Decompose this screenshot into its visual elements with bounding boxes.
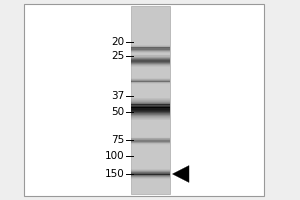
Bar — [130, 119, 170, 120]
Bar — [130, 111, 170, 112]
Bar — [130, 109, 170, 110]
Bar — [130, 56, 170, 57]
Text: 150: 150 — [105, 169, 124, 179]
Text: 100: 100 — [105, 151, 124, 161]
Bar — [130, 106, 170, 107]
Bar — [130, 115, 170, 116]
Bar — [130, 117, 170, 118]
Bar — [130, 112, 170, 113]
Bar — [130, 63, 170, 64]
Bar — [130, 104, 170, 105]
Bar — [130, 116, 170, 117]
Bar — [130, 62, 170, 63]
Bar — [130, 110, 170, 111]
Text: 75: 75 — [111, 135, 124, 145]
Bar — [130, 61, 170, 62]
Bar — [130, 99, 170, 100]
Text: 50: 50 — [111, 107, 124, 117]
Bar — [130, 107, 170, 108]
Bar — [130, 114, 170, 115]
Bar — [130, 66, 170, 67]
Bar — [130, 100, 170, 101]
Polygon shape — [172, 166, 189, 182]
Bar — [130, 60, 170, 61]
Bar — [130, 105, 170, 106]
Bar — [24, 4, 264, 196]
Bar — [130, 102, 170, 103]
Bar — [130, 59, 170, 60]
Bar — [130, 6, 170, 194]
Text: 20: 20 — [111, 37, 124, 47]
Bar — [130, 107, 170, 108]
Bar — [130, 55, 170, 56]
Bar — [130, 57, 170, 58]
Bar — [130, 101, 170, 102]
Bar — [130, 64, 170, 65]
Text: 37: 37 — [111, 91, 124, 101]
Bar — [130, 98, 170, 99]
Bar — [130, 103, 170, 104]
Text: 25: 25 — [111, 51, 124, 61]
Bar — [130, 58, 170, 59]
Bar — [130, 108, 170, 109]
Bar — [130, 118, 170, 119]
Bar — [130, 55, 170, 56]
Bar — [130, 104, 170, 105]
Bar — [130, 65, 170, 66]
Bar — [130, 113, 170, 114]
